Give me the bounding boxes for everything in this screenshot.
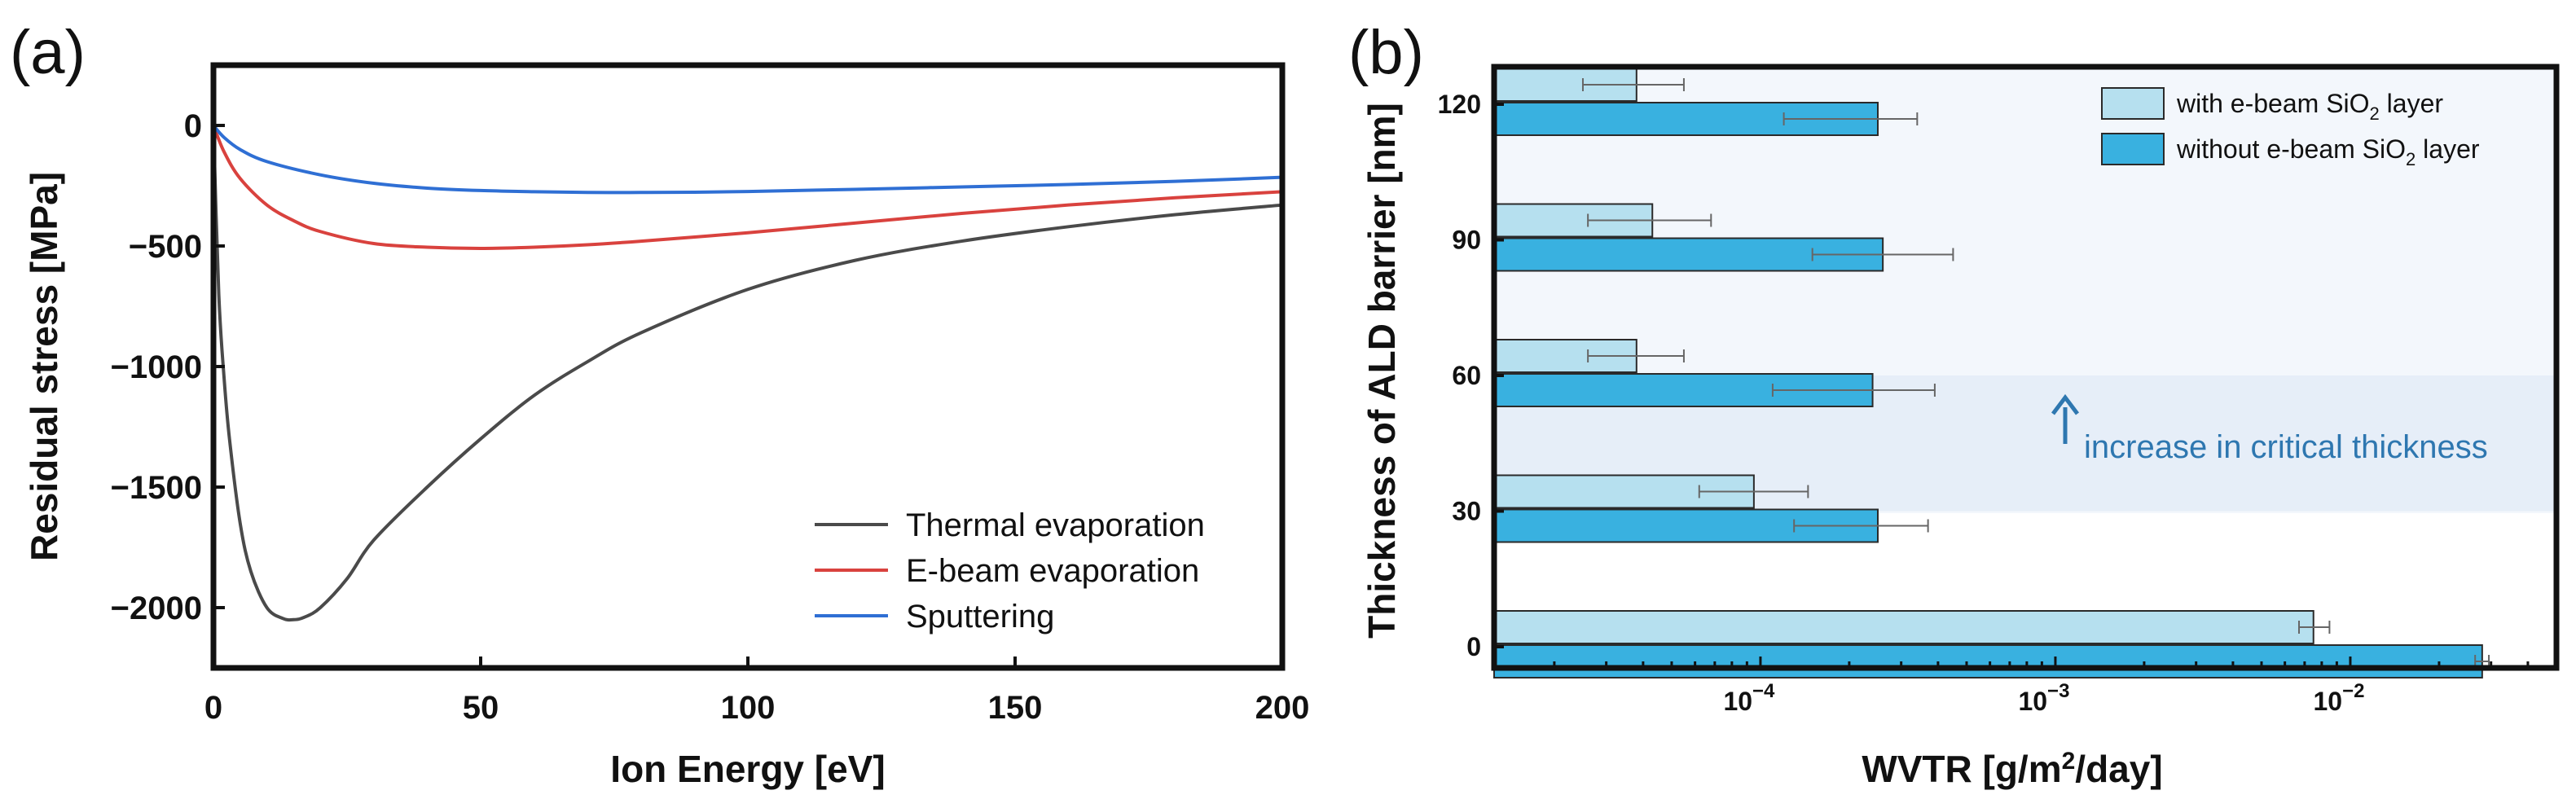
y-tick-label: 120 [1438,90,1481,119]
series-line-0 [212,125,1283,622]
legend-entry-2: Sputtering [906,599,1054,635]
legend-entry-0: with e-beam SiO2 layer [2176,89,2443,124]
line-chart-panel: 0 50 100 150 200 0 −500 −1000 −1500 −2000 Ion Ene… [23,62,1310,790]
x-axis-label-a: Ion Energy [eV] [610,748,885,790]
annotation-critical-thickness: increase in critical thickness [2084,429,2488,465]
bar-chart-panel: 0 30 60 90 120 10−4 10−3 10−2 increase in criti… [1361,64,2560,790]
y-tick-label: −1500 [111,470,202,506]
legend-entry-1: without e-beam SiO2 layer [2176,134,2480,169]
y-tick-label: 90 [1452,226,1481,255]
x-tick-label: 150 [988,690,1043,726]
x-tick-label: 10−2 [2313,680,2364,716]
legend-swatch-0 [2101,87,2165,120]
panel-b-label: (b) [1348,18,1424,87]
y-tick-label: −2000 [111,591,202,626]
arrow-up-icon [2051,393,2079,415]
y-tick-label: −500 [129,229,202,265]
series-line-2 [212,124,1283,195]
y-tick-label: −1000 [111,349,202,385]
bar-group [1493,68,2490,678]
x-tick-label: 10−4 [1723,680,1775,716]
plot-frame-b [1491,64,2560,671]
legend-a: Thermal evaporation E-beam evaporation Spu… [815,507,1205,635]
x-tick-label: 50 [463,690,499,726]
legend-entry-0: Thermal evaporation [906,507,1205,543]
legend-swatch-1 [2101,133,2165,165]
axis-ticks-a: 0 50 100 150 200 0 −500 −1000 −1500 −2000 [111,108,1310,726]
y-axis-label-a: Residual stress [MPa] [23,172,65,561]
legend-entry-1: E-beam evaporation [906,553,1199,589]
x-tick-exponent: −2 [2342,680,2364,702]
series-line-1 [212,125,1283,250]
x-axis-label-b: WVTR [g/m2/day] [1862,748,2162,790]
y-tick-label: 30 [1452,497,1481,526]
y-tick-label: 0 [1466,632,1481,661]
panel-a-label: (a) [10,18,86,87]
x-tick-label: 200 [1255,690,1310,726]
legend-b: with e-beam SiO2 layer without e-beam SiO… [2101,87,2480,169]
x-tick-label: 100 [721,690,776,726]
axis-ticks-b: 0 30 60 90 120 10−4 10−3 10−2 [1438,90,2558,716]
bar-0-0 [1493,610,2314,644]
y-tick-label: 0 [184,108,202,144]
x-tick-label: 0 [204,690,222,726]
y-tick-label: 60 [1452,361,1481,390]
y-axis-label-b: Thickness of ALD barrier [nm] [1361,103,1403,639]
x-tick-exponent: −3 [2047,680,2069,702]
x-tick-label: 10−3 [2018,680,2069,716]
x-tick-exponent: −4 [1752,680,1775,702]
line-series-group [212,124,1283,622]
